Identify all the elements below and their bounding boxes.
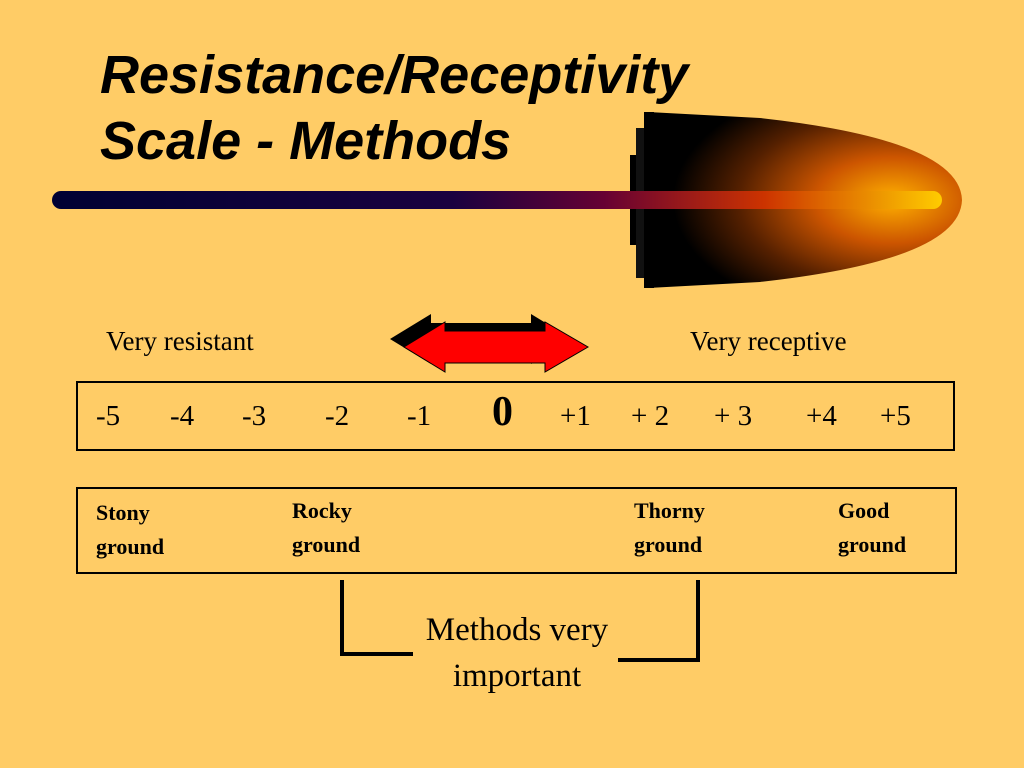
ground-label-line: Good (838, 498, 890, 523)
decorative-comet-bar (52, 112, 962, 288)
scale-value-zero: 0 (492, 389, 513, 435)
ground-label-line: ground (96, 534, 165, 559)
scale-box (76, 381, 955, 451)
scale-value: +1 (560, 400, 591, 432)
ground-label-stony: Stony ground (96, 496, 164, 564)
scale-value: -5 (96, 400, 121, 432)
scale-value: -2 (325, 400, 350, 432)
ground-label-line: ground (292, 532, 361, 557)
ground-label-line: Thorny (634, 498, 705, 523)
ground-box (76, 487, 957, 574)
scale-value: + 2 (631, 400, 670, 432)
ground-label-line: ground (634, 532, 703, 557)
scale-value: + 3 (714, 400, 753, 432)
scale-value: +5 (880, 400, 911, 432)
methods-important-note: Methods very important (386, 607, 648, 699)
scale-value: -3 (242, 400, 267, 432)
scale-value: -1 (407, 400, 432, 432)
scale-value: +4 (806, 400, 837, 432)
title-line-2: Scale - Methods (100, 111, 512, 171)
title-line-1: Resistance/Receptivity (100, 45, 689, 105)
methods-line: important (452, 658, 582, 694)
very-receptive-label: Very receptive (690, 326, 847, 356)
ground-label-line: ground (838, 532, 907, 557)
ground-label-line: Stony (96, 500, 150, 525)
ground-label-thorny: Thorny ground (634, 494, 705, 562)
slide-title: Resistance/Receptivity Scale - Methods (100, 42, 688, 174)
ground-label-good: Good ground (838, 494, 906, 562)
very-resistant-label: Very resistant (106, 326, 254, 356)
ground-label-line: Rocky (292, 498, 352, 523)
ground-label-rocky: Rocky ground (292, 494, 360, 562)
methods-line: Methods very (425, 612, 609, 648)
scale-value: -4 (170, 400, 195, 432)
